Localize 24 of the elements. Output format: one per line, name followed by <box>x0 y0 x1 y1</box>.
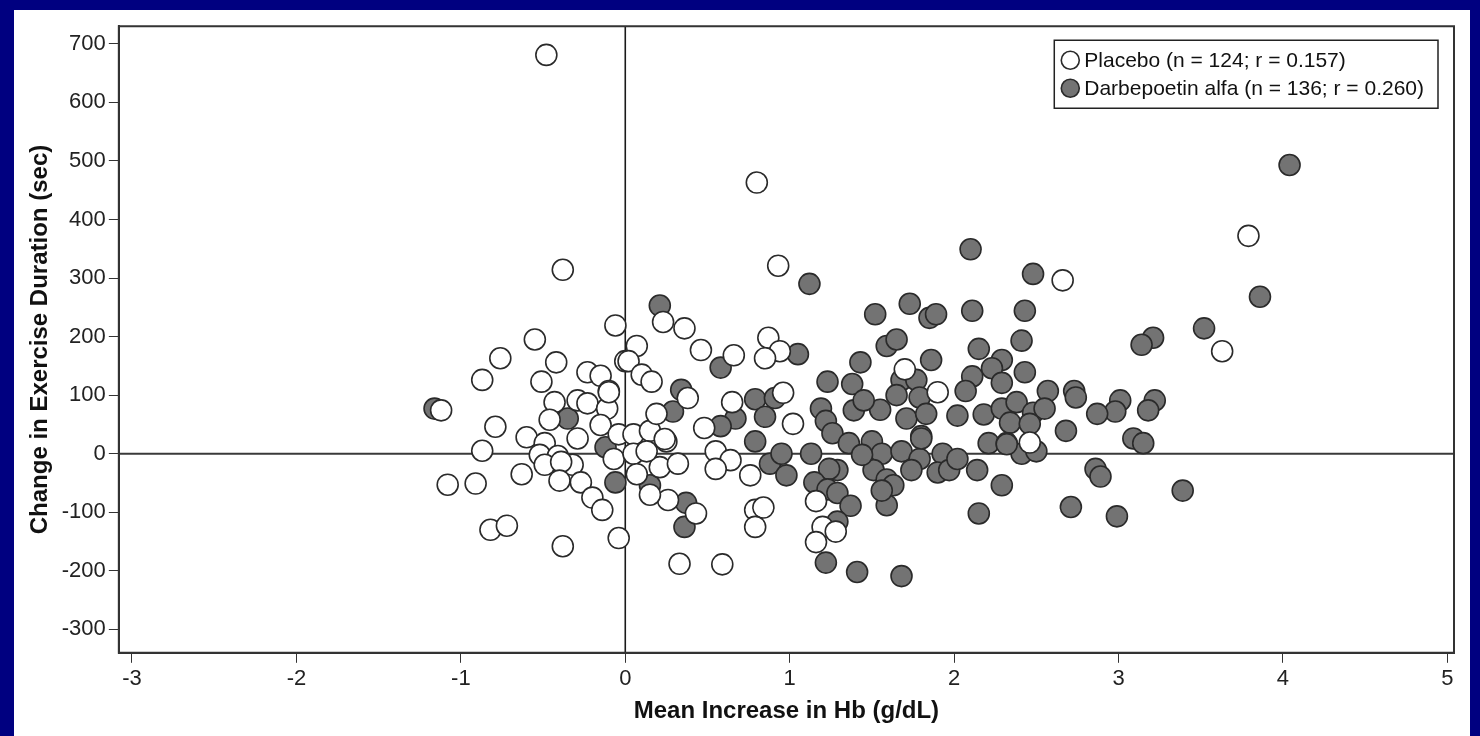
y-tick-label: 600 <box>69 88 106 114</box>
legend-label: Darbepoetin alfa (n = 136; r = 0.260) <box>1084 76 1425 99</box>
y-tick-label: -100 <box>61 498 106 524</box>
y-axis-title: Change in Exercise Duration (sec) <box>25 144 53 535</box>
x-axis-title: Mean Increase in Hb (g/dL) <box>633 696 940 724</box>
y-tick-label: 300 <box>69 264 106 290</box>
x-tick-label: -2 <box>286 665 307 691</box>
y-tick-label: 0 <box>93 439 106 465</box>
x-tick-label: 4 <box>1276 665 1290 691</box>
y-tick-label: 200 <box>69 322 106 348</box>
x-tick-label: -3 <box>122 665 142 691</box>
x-tick-label: 0 <box>619 665 632 691</box>
x-tick-label: 5 <box>1441 665 1454 691</box>
y-tick-label: -200 <box>61 556 106 582</box>
x-tick-label: -1 <box>451 665 471 691</box>
y-tick-label: -300 <box>61 615 106 641</box>
x-tick-label: 3 <box>1112 665 1125 691</box>
y-tick-label: 400 <box>69 205 106 231</box>
x-tick-label: 1 <box>783 665 796 691</box>
y-tick-label: 700 <box>69 29 106 55</box>
legend-label: Placebo (n = 124; r = 0.157) <box>1084 48 1346 71</box>
x-tick-label: 2 <box>948 665 961 691</box>
y-tick-label: 500 <box>69 146 106 172</box>
y-tick-label: 100 <box>69 381 106 407</box>
